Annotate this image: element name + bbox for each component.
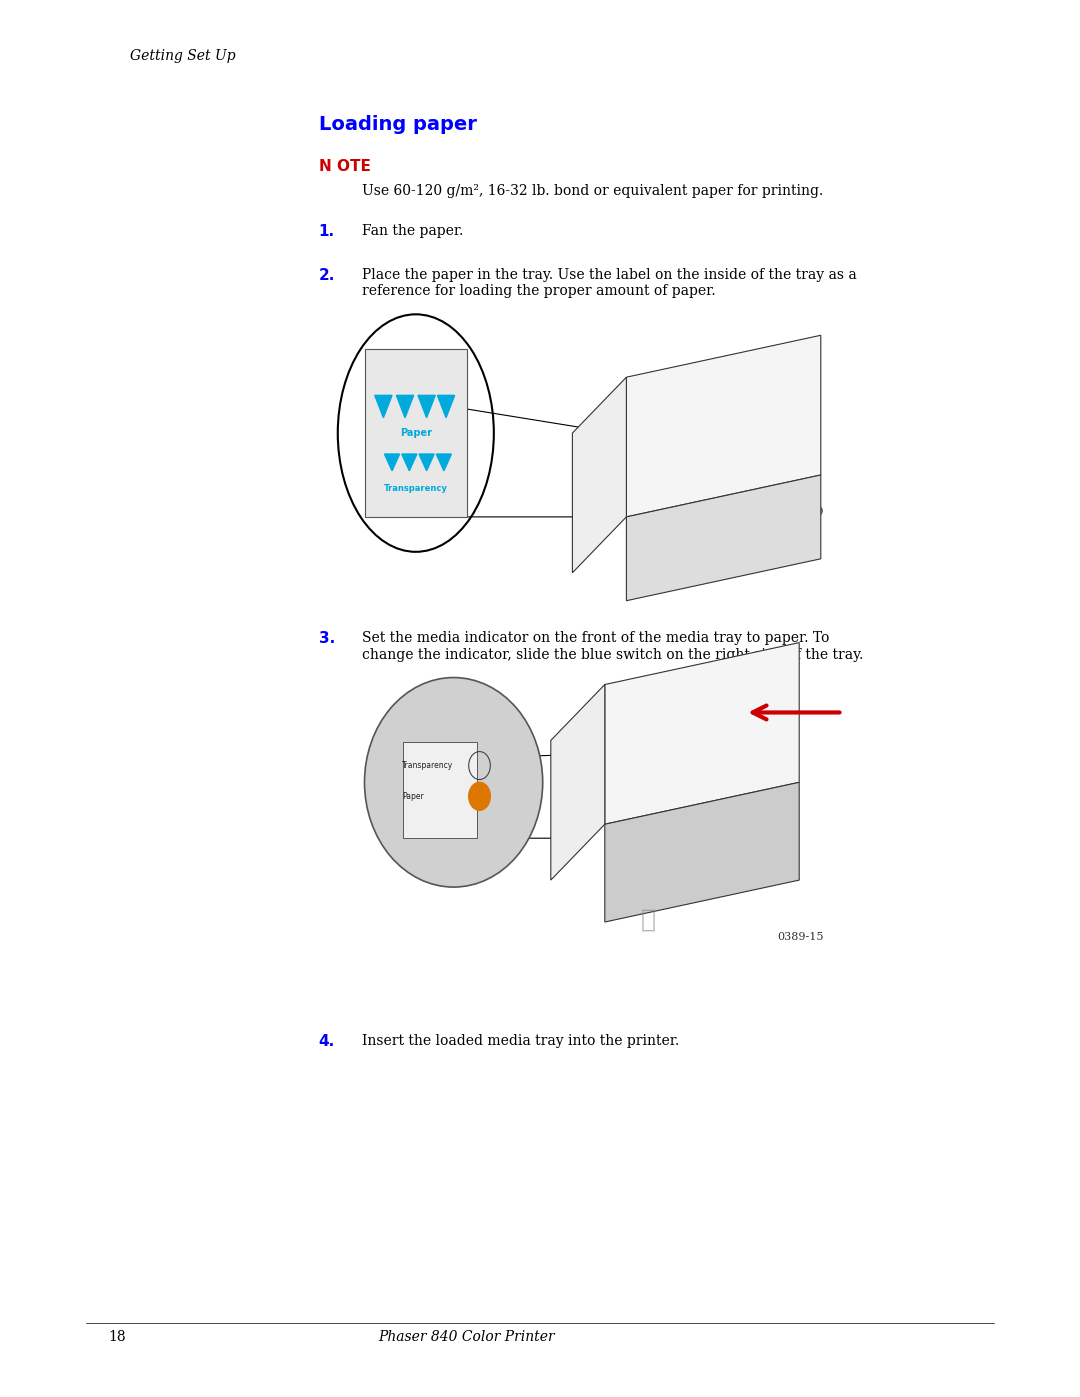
Text: 1.: 1. bbox=[319, 224, 335, 239]
Text: Place the paper in the tray. Use the label on the inside of the tray as a
refere: Place the paper in the tray. Use the lab… bbox=[362, 268, 856, 299]
Text: Phaser 840 Color Printer: Phaser 840 Color Printer bbox=[378, 1330, 555, 1344]
Text: Transparency: Transparency bbox=[383, 485, 448, 493]
Polygon shape bbox=[437, 395, 455, 418]
Text: N OTE: N OTE bbox=[319, 159, 370, 175]
Polygon shape bbox=[396, 395, 414, 418]
Text: ✋: ✋ bbox=[640, 908, 656, 932]
Polygon shape bbox=[626, 335, 821, 517]
Text: Paper: Paper bbox=[402, 792, 423, 800]
FancyBboxPatch shape bbox=[403, 742, 477, 838]
Text: Getting Set Up: Getting Set Up bbox=[130, 49, 235, 63]
Polygon shape bbox=[402, 454, 417, 471]
Text: 2.: 2. bbox=[319, 268, 335, 284]
Polygon shape bbox=[605, 782, 799, 922]
Text: Transparency: Transparency bbox=[402, 761, 453, 770]
Polygon shape bbox=[605, 643, 799, 824]
Text: 4.: 4. bbox=[319, 1034, 335, 1049]
Text: Paper: Paper bbox=[400, 427, 432, 439]
Polygon shape bbox=[384, 454, 400, 471]
Polygon shape bbox=[419, 454, 434, 471]
Text: Loading paper: Loading paper bbox=[319, 115, 476, 134]
Text: 3.: 3. bbox=[319, 631, 335, 647]
Text: Insert the loaded media tray into the printer.: Insert the loaded media tray into the pr… bbox=[362, 1034, 679, 1048]
Ellipse shape bbox=[364, 678, 542, 887]
Text: Set the media indicator on the front of the media tray to paper. To
change the i: Set the media indicator on the front of … bbox=[362, 631, 863, 662]
Polygon shape bbox=[436, 454, 451, 471]
Circle shape bbox=[469, 782, 490, 810]
Polygon shape bbox=[572, 377, 626, 573]
Polygon shape bbox=[626, 475, 821, 601]
Polygon shape bbox=[375, 395, 392, 418]
Text: Fan the paper.: Fan the paper. bbox=[362, 224, 463, 237]
Text: 18: 18 bbox=[108, 1330, 125, 1344]
Text: 0389-39: 0389-39 bbox=[778, 507, 824, 517]
FancyBboxPatch shape bbox=[365, 349, 467, 517]
Text: Use 60-120 g/m², 16-32 lb. bond or equivalent paper for printing.: Use 60-120 g/m², 16-32 lb. bond or equiv… bbox=[362, 184, 823, 198]
Polygon shape bbox=[418, 395, 435, 418]
Text: 0389-15: 0389-15 bbox=[778, 932, 824, 942]
Polygon shape bbox=[551, 685, 605, 880]
